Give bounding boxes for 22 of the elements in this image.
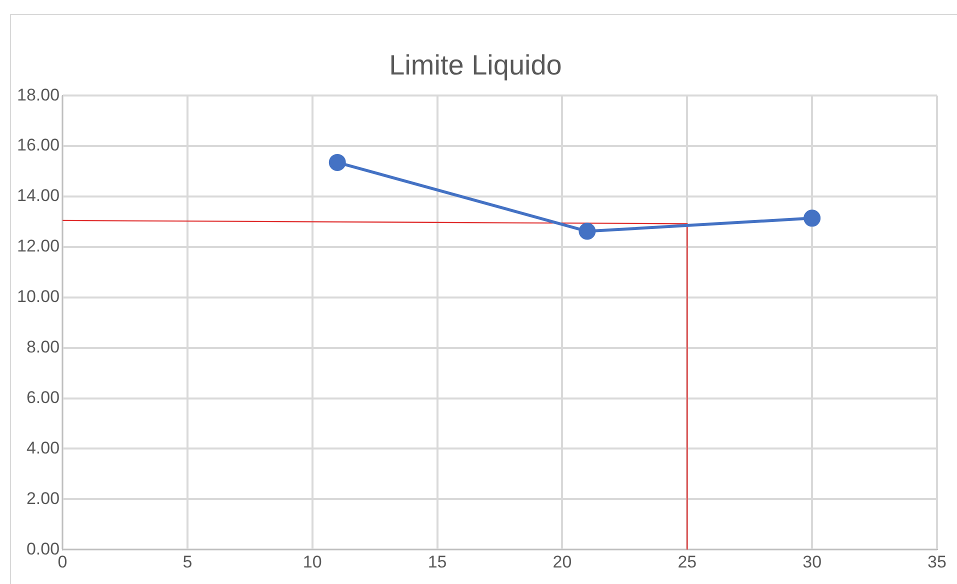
point <box>578 222 596 240</box>
x-tick-label: 5 <box>182 552 192 572</box>
y-tick-label: 18.00 <box>16 85 60 104</box>
y-tick-label: 4.00 <box>26 438 60 458</box>
x-tick-label: 15 <box>428 552 447 572</box>
y-tick-label: 12.00 <box>16 236 60 256</box>
x-tick-label: 30 <box>802 552 822 572</box>
y-tick-label: 14.00 <box>16 186 60 206</box>
y-tick-label: 6.00 <box>26 388 60 407</box>
x-tick-label: 25 <box>678 552 697 572</box>
x-tick-label: 10 <box>302 552 322 572</box>
y-tick-label: 0.00 <box>26 539 60 558</box>
y-tick-label: 2.00 <box>26 488 60 508</box>
x-tick-label: 0 <box>58 552 68 572</box>
chart-title: Limite Liquido <box>389 50 562 81</box>
y-tick-label: 10.00 <box>16 287 60 306</box>
point <box>804 210 821 227</box>
x-tick-label: 20 <box>552 552 572 572</box>
point <box>328 154 346 171</box>
y-tick-label: 8.00 <box>26 338 60 357</box>
x-tick-label: 35 <box>928 552 946 572</box>
y-tick-label: 16.00 <box>16 136 60 155</box>
